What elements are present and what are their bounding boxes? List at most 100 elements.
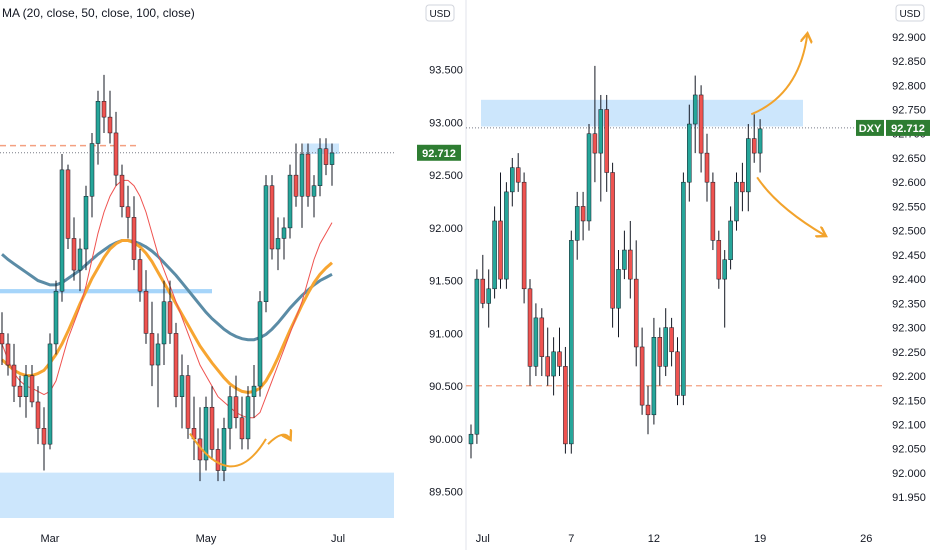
candle [586,124,592,231]
candle [734,172,739,231]
candle [545,327,550,386]
mid-zone [0,289,212,294]
candle-body [173,333,179,397]
candle [622,230,627,280]
candle [107,90,113,144]
candle-body [83,195,89,250]
candle [633,240,639,367]
candle [71,217,77,281]
resistance-zone [481,99,803,127]
candle [23,365,29,418]
right-price-tick-label: 91.950 [892,492,926,504]
candle [698,85,704,173]
candle [95,90,101,165]
candle [669,317,674,367]
candle-body [515,167,521,183]
candle [263,175,269,313]
candle-body [275,238,281,250]
candle-body [11,364,17,387]
right-time-tick-label: Jul [476,533,490,545]
right-price-tick-label: 92.850 [892,56,926,68]
left-price-tick-label: 93.500 [429,65,463,77]
right-time-axis[interactable]: Jul 7 12 19 26 [476,533,873,545]
left-chart-pane[interactable]: 93.500 93.000 92.500 92.000 91.500 91.000 90.5… [0,4,463,545]
left-current-price-label: 92.712 [422,148,456,160]
candle [0,312,5,366]
candle-body [0,333,5,345]
candle [257,291,263,397]
candle [5,333,11,376]
candle-body [221,428,227,471]
candle [173,322,179,408]
candle-body [751,138,757,154]
candle [616,250,621,338]
candle [59,154,65,302]
candle [740,162,745,212]
left-currency-badge[interactable]: USD [425,4,455,22]
candle [281,217,287,260]
candle [143,270,149,344]
candle-body [77,248,83,271]
candle-body [746,138,751,193]
indicator-legend[interactable]: MA (20, close, 50, close, 100, close) [2,6,195,20]
candle [239,396,245,450]
candle-body [521,181,527,290]
candle [185,365,191,439]
candle-body [598,109,604,154]
candle-body [269,185,275,250]
pane-divider[interactable] [463,0,466,550]
left-price-axis[interactable]: 93.500 93.000 92.500 92.000 91.500 91.000 90.5… [417,65,463,499]
left-current-price-badge [417,144,461,161]
candle-body [633,278,639,348]
candle [125,185,131,239]
candle-body [35,401,41,429]
right-time-tick-label: 19 [754,533,766,545]
right-price-tick-label: 92.750 [892,105,926,117]
left-time-axis[interactable]: Mar May Jul [41,533,346,545]
left-price-tick-label: 89.500 [429,487,463,499]
right-price-tick-label: 92.100 [892,420,926,432]
candle [215,428,221,482]
left-currency-label: USD [429,9,450,20]
candle [83,185,89,271]
candle-body [622,249,627,270]
left-time-tick-label: May [196,533,217,545]
right-price-tick-label: 92.400 [892,274,926,286]
candle [149,301,155,387]
symbol-badge [856,119,884,136]
candle-body [645,404,651,416]
candle [651,317,657,425]
right-price-tick-label: 92.650 [892,153,926,165]
left-price-tick-label: 92.000 [429,223,463,235]
candle [574,191,580,260]
left-time-tick-label: Mar [41,533,60,545]
candle [468,424,474,459]
candle [203,396,209,471]
candle-body [209,406,215,450]
candle-body [23,375,29,397]
right-currency-badge[interactable]: USD [895,4,925,22]
candle [527,279,533,386]
left-moving-averages [1,179,333,419]
right-time-tick-label: 7 [568,533,574,545]
candle [161,280,167,366]
right-chart-pane[interactable]: 92.90092.85092.80092.75092.70092.65092.6… [466,4,930,545]
candle-body [71,238,77,271]
candle-body [734,181,739,222]
candle [119,164,125,218]
candle-body [551,351,556,377]
candle-body [716,240,722,280]
candle [592,65,598,183]
right-price-axis[interactable]: 92.90092.85092.80092.75092.70092.65092.6… [856,32,930,504]
candle-body [299,153,305,197]
candle-body [504,191,509,280]
left-price-tick-label: 93.000 [429,117,463,129]
ma100-line [1,239,333,342]
candle [722,250,727,328]
candle [657,327,663,386]
right-zones [466,99,884,387]
left-candles [0,74,335,482]
candle-body [203,406,209,461]
candle [580,191,586,241]
